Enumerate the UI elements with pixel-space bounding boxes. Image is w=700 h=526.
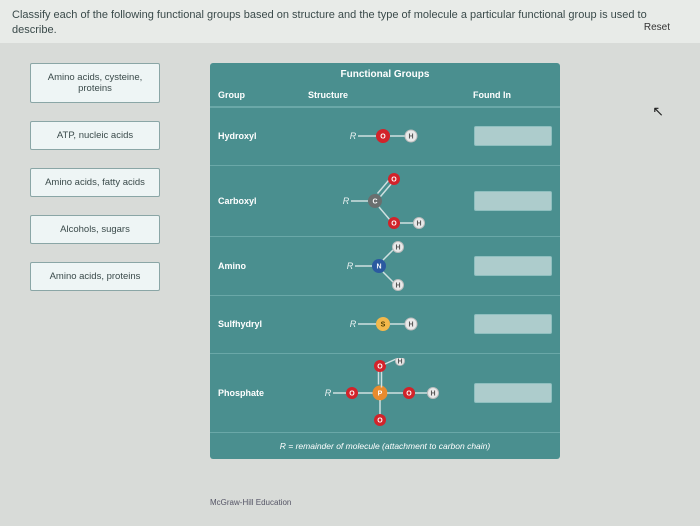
drag-item[interactable]: Alcohols, sugars bbox=[30, 215, 160, 244]
svg-text:R: R bbox=[349, 319, 356, 329]
structure-cell: R O P O O O H H bbox=[300, 354, 465, 432]
drag-item[interactable]: Amino acids, proteins bbox=[30, 262, 160, 291]
svg-text:O: O bbox=[391, 220, 397, 227]
svg-text:H: H bbox=[408, 322, 413, 329]
group-label: Hydroxyl bbox=[210, 127, 300, 145]
structure-cell: RSH bbox=[300, 305, 465, 343]
drag-item[interactable]: Amino acids, fatty acids bbox=[30, 168, 160, 197]
drag-item[interactable]: ATP, nucleic acids bbox=[30, 121, 160, 150]
table-title: Functional Groups bbox=[210, 63, 560, 84]
svg-text:S: S bbox=[380, 322, 385, 329]
dropzone[interactable] bbox=[474, 191, 552, 211]
table-row: Phosphate R O P O O O H H bbox=[210, 353, 560, 432]
structure-hydroxyl: ROH bbox=[328, 121, 438, 151]
structure-amino: R N H H bbox=[328, 241, 438, 291]
svg-text:O: O bbox=[380, 134, 386, 141]
table-row: Hydroxyl R O H bbox=[210, 107, 560, 165]
svg-text:H: H bbox=[408, 134, 413, 141]
svg-text:O: O bbox=[377, 417, 383, 424]
structure-cell: R C O O H bbox=[300, 166, 465, 236]
structure-phosphate: R O P O O O H H bbox=[318, 358, 448, 428]
svg-text:H: H bbox=[397, 358, 402, 365]
svg-text:O: O bbox=[391, 176, 397, 183]
table-row: Amino R N H H bbox=[210, 236, 560, 295]
svg-text:H: H bbox=[395, 282, 400, 289]
credit-text: McGraw-Hill Education bbox=[210, 498, 291, 507]
dropzone[interactable] bbox=[474, 126, 552, 146]
svg-text:H: H bbox=[430, 390, 435, 397]
group-label: Amino bbox=[210, 257, 300, 275]
col-header-found-in: Found In bbox=[465, 84, 560, 106]
content-area: Amino acids, cysteine, proteins ATP, nuc… bbox=[0, 43, 700, 63]
drag-item[interactable]: Amino acids, cysteine, proteins bbox=[30, 63, 160, 103]
svg-text:R: R bbox=[324, 388, 331, 398]
col-header-group: Group bbox=[210, 84, 300, 106]
svg-text:R: R bbox=[346, 261, 353, 271]
group-label: Carboxyl bbox=[210, 192, 300, 210]
col-header-structure: Structure bbox=[300, 84, 465, 106]
svg-text:O: O bbox=[377, 363, 383, 370]
drag-items-column: Amino acids, cysteine, proteins ATP, nuc… bbox=[30, 63, 160, 309]
cursor-icon: ↖ bbox=[652, 103, 664, 120]
table-footer-note: R = remainder of molecule (attachment to… bbox=[210, 432, 560, 459]
group-label: Phosphate bbox=[210, 384, 300, 402]
svg-text:H: H bbox=[395, 244, 400, 251]
group-label: Sulfhydryl bbox=[210, 315, 300, 333]
structure-sulfhydryl: RSH bbox=[328, 309, 438, 339]
svg-text:R: R bbox=[342, 196, 349, 206]
functional-groups-table: Functional Groups Group Structure Found … bbox=[210, 63, 560, 459]
instruction-text: Classify each of the following functiona… bbox=[0, 0, 700, 43]
table-row: Carboxyl R C O O H bbox=[210, 165, 560, 236]
svg-text:O: O bbox=[349, 390, 355, 397]
svg-text:N: N bbox=[376, 263, 381, 270]
structure-cell: R N H H bbox=[300, 237, 465, 295]
dropzone[interactable] bbox=[474, 314, 552, 334]
svg-text:R: R bbox=[349, 131, 356, 141]
table-row: Sulfhydryl R S H bbox=[210, 295, 560, 353]
svg-text:O: O bbox=[406, 390, 412, 397]
svg-text:H: H bbox=[416, 220, 421, 227]
dropzone[interactable] bbox=[474, 256, 552, 276]
structure-carboxyl: R C O O H bbox=[328, 170, 438, 232]
reset-button[interactable]: Reset bbox=[644, 22, 670, 33]
dropzone[interactable] bbox=[474, 383, 552, 403]
structure-cell: ROH bbox=[300, 117, 465, 155]
table-header-row: Group Structure Found In bbox=[210, 84, 560, 107]
svg-text:C: C bbox=[372, 198, 377, 205]
svg-text:P: P bbox=[377, 390, 382, 397]
